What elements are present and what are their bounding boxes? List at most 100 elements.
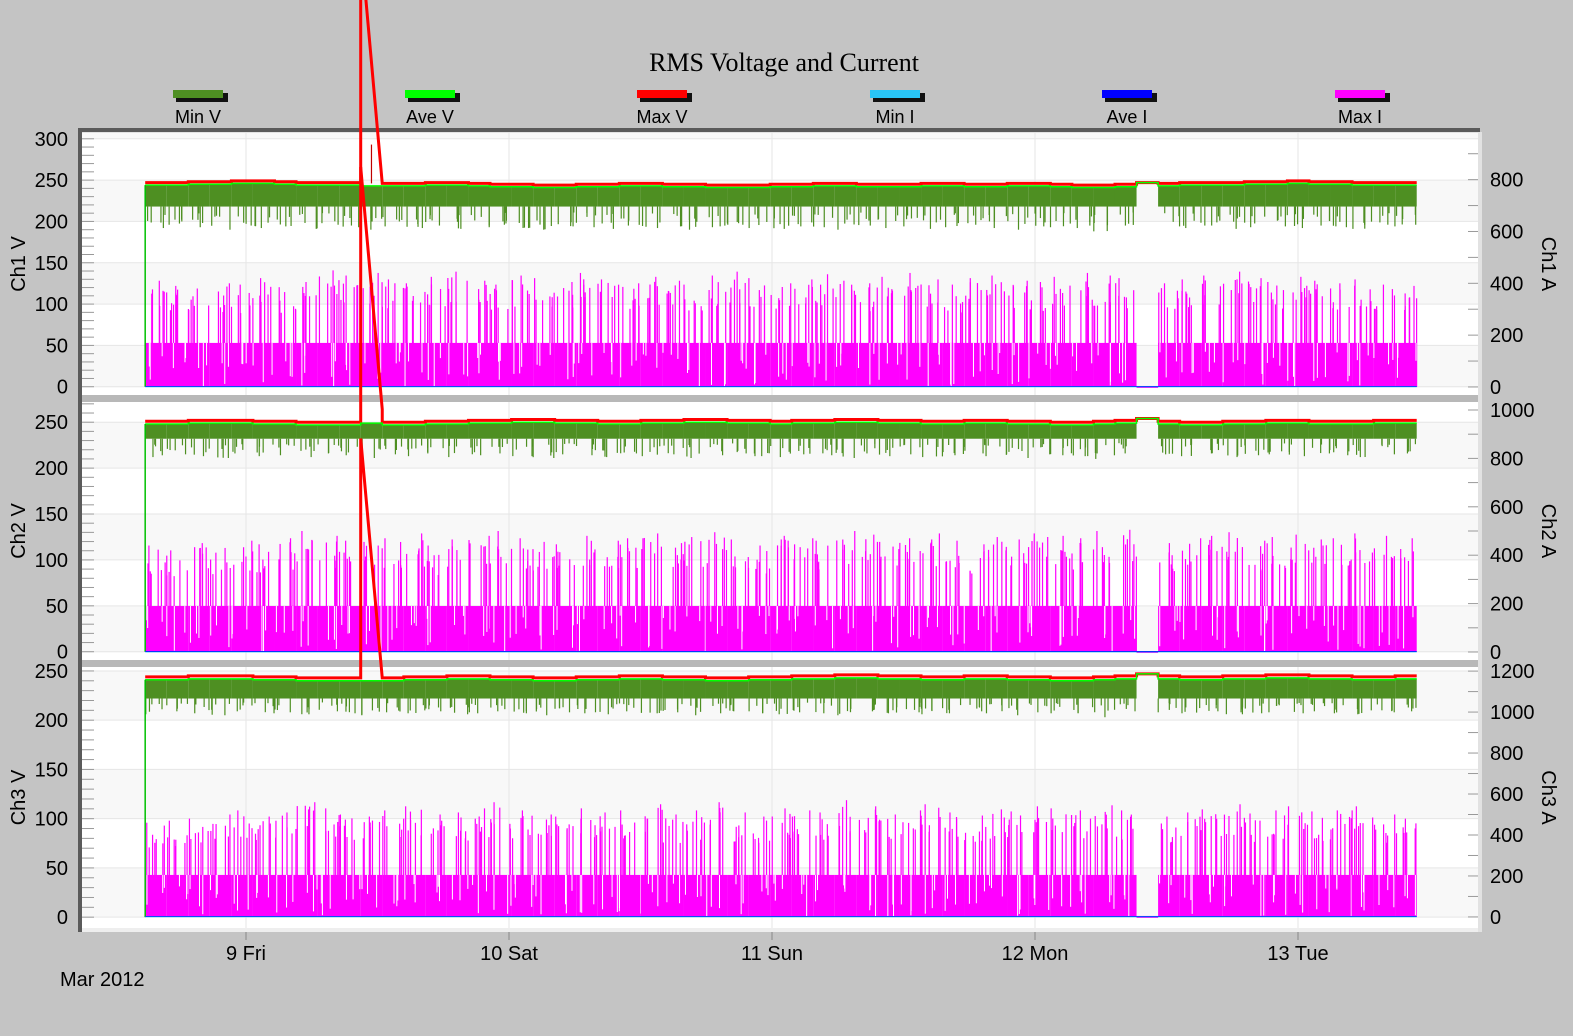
max-i-bar bbox=[877, 606, 900, 653]
max-i-bar bbox=[640, 874, 663, 917]
ave-v-line bbox=[145, 417, 1417, 426]
max-i-bar bbox=[231, 342, 253, 387]
max-v-line bbox=[145, 166, 1417, 424]
min-v-bar bbox=[511, 422, 534, 439]
panel-separator bbox=[82, 660, 1478, 667]
min-v-bar bbox=[1352, 185, 1374, 207]
legend-label: Max I bbox=[1338, 107, 1382, 127]
min-v-bar bbox=[274, 679, 297, 699]
max-i-bar bbox=[834, 874, 857, 917]
x-tick-label: 12 Mon bbox=[1002, 943, 1069, 965]
min-v-bar bbox=[1287, 183, 1309, 207]
min-v-bar bbox=[770, 679, 792, 699]
min-v-bar bbox=[1007, 185, 1029, 207]
max-i-bar bbox=[533, 342, 555, 387]
min-v-bar bbox=[1308, 424, 1331, 439]
min-v-bar bbox=[748, 187, 771, 207]
min-v-bar bbox=[1201, 679, 1223, 699]
min-v-bar bbox=[791, 423, 814, 439]
min-v-bar bbox=[1244, 678, 1266, 699]
right-axis-title: Ch3 A bbox=[1537, 770, 1559, 825]
max-i-bar bbox=[296, 606, 318, 653]
min-v-bar bbox=[1395, 678, 1417, 699]
min-v-bar bbox=[425, 679, 447, 699]
min-v-bar bbox=[856, 677, 878, 699]
min-v-bar bbox=[231, 678, 253, 699]
left-tick-label: 200 bbox=[35, 211, 68, 233]
max-i-bar bbox=[317, 342, 340, 387]
min-v-bar bbox=[296, 185, 318, 207]
max-i-bar bbox=[296, 342, 318, 387]
left-tick-label: 300 bbox=[35, 129, 68, 151]
min-v-bar bbox=[425, 424, 447, 439]
min-v-bar bbox=[899, 678, 922, 699]
min-v-bar bbox=[1007, 679, 1029, 699]
min-v-bar bbox=[705, 422, 728, 439]
max-i-bar bbox=[727, 342, 749, 387]
min-v-bar bbox=[1373, 423, 1396, 439]
right-tick-label: 0 bbox=[1490, 377, 1501, 399]
min-v-bar bbox=[145, 679, 167, 699]
legend-label: Max V bbox=[636, 107, 687, 127]
legend-swatch bbox=[173, 90, 223, 98]
grid-band bbox=[82, 262, 1478, 305]
min-v-bar bbox=[813, 423, 835, 439]
min-v-bar bbox=[640, 185, 663, 207]
min-v-bar bbox=[921, 679, 943, 699]
min-v-bar bbox=[576, 679, 598, 699]
max-i-bar bbox=[1007, 342, 1029, 387]
left-tick-label: 0 bbox=[57, 907, 68, 929]
min-v-bar bbox=[166, 424, 189, 439]
min-v-bar bbox=[1114, 423, 1137, 439]
min-v-bar bbox=[877, 186, 900, 207]
x-tick-label: 9 Fri bbox=[226, 943, 266, 965]
max-i-bar bbox=[856, 606, 878, 653]
min-v-bar bbox=[468, 678, 491, 699]
max-i-bar bbox=[166, 874, 189, 917]
min-v-bar bbox=[748, 679, 771, 699]
min-v-bar bbox=[145, 185, 167, 207]
min-v-bar bbox=[683, 422, 706, 439]
max-i-bar bbox=[468, 606, 491, 653]
left-tick-label: 250 bbox=[35, 661, 68, 683]
min-v-bar bbox=[1222, 424, 1245, 439]
legend-swatch bbox=[1102, 90, 1152, 98]
min-v-bar bbox=[231, 183, 253, 207]
min-v-bar bbox=[1244, 184, 1266, 207]
min-v-bar bbox=[1071, 680, 1094, 699]
right-tick-label: 800 bbox=[1490, 743, 1523, 765]
min-v-bar bbox=[1158, 424, 1180, 439]
right-tick-label: 800 bbox=[1490, 448, 1523, 470]
min-v-bar bbox=[576, 186, 598, 207]
left-tick-label: 200 bbox=[35, 458, 68, 480]
right-tick-label: 400 bbox=[1490, 273, 1523, 295]
right-tick-label: 200 bbox=[1490, 325, 1523, 347]
min-v-bar bbox=[1179, 424, 1202, 439]
min-v-bar bbox=[964, 423, 986, 439]
min-v-bar bbox=[252, 424, 275, 439]
right-axis-title: Ch1 A bbox=[1537, 237, 1559, 292]
grid-band bbox=[82, 769, 1478, 819]
left-axis-title: Ch2 V bbox=[8, 503, 30, 559]
min-v-bar bbox=[856, 422, 878, 439]
chart-title: RMS Voltage and Current bbox=[649, 48, 920, 77]
min-v-bar bbox=[705, 187, 728, 207]
left-tick-label: 0 bbox=[57, 377, 68, 399]
max-i-bar bbox=[1093, 342, 1115, 387]
min-v-bar bbox=[597, 424, 620, 439]
min-v-bar bbox=[683, 186, 706, 207]
min-v-bar bbox=[1244, 424, 1266, 439]
min-v-bar bbox=[1373, 679, 1396, 699]
min-v-bar bbox=[640, 423, 663, 439]
left-tick-label: 100 bbox=[35, 294, 68, 316]
min-v-bar bbox=[705, 680, 728, 699]
min-v-bar bbox=[640, 678, 663, 699]
max-i-bar bbox=[1373, 342, 1396, 387]
left-tick-label: 150 bbox=[35, 759, 68, 781]
min-v-bar bbox=[1093, 187, 1115, 207]
min-v-bar bbox=[209, 678, 232, 699]
left-tick-label: 50 bbox=[46, 858, 68, 880]
min-v-bar bbox=[166, 679, 189, 699]
min-v-bar bbox=[770, 424, 792, 439]
